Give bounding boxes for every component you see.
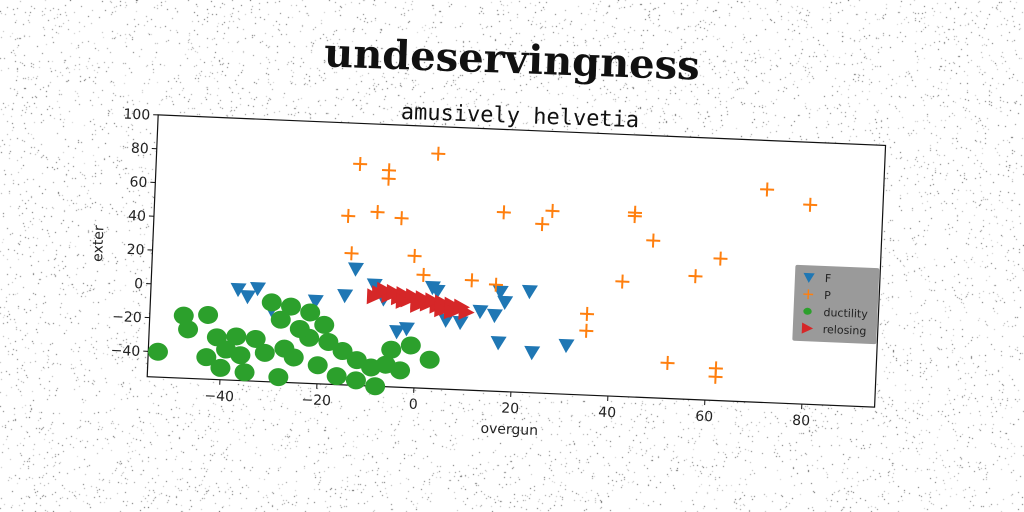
legend-label: P (824, 289, 832, 302)
y-axis-label: exter (90, 225, 108, 262)
y-tick-label: 0 (134, 276, 144, 292)
legend-label: F (825, 272, 832, 285)
axes-group: −40 −20 0 20 40 60 80 −40 −20 0 20 40 60 80 100 overgu… (83, 105, 885, 453)
y-tick-label: −20 (112, 309, 142, 326)
y-tick-label: 40 (128, 208, 146, 225)
plot-frame (147, 115, 885, 407)
x-axis-label: overgun (480, 421, 538, 439)
legend-label: ductility (823, 306, 868, 321)
y-tick-label: 60 (129, 174, 147, 191)
x-tick-label: 80 (792, 413, 810, 430)
y-tick-label: 100 (123, 106, 150, 123)
y-tick-label: −40 (110, 343, 140, 360)
x-tick-label: 0 (408, 397, 418, 413)
legend-label: relosing (823, 323, 867, 338)
x-tick-label: 20 (501, 401, 519, 418)
x-tick-label: 40 (598, 405, 616, 422)
x-tick-label: 60 (695, 409, 713, 426)
x-tick-label: −40 (204, 388, 234, 405)
x-tick-label: −20 (301, 392, 331, 409)
y-tick-label: 20 (126, 242, 144, 259)
y-tick-label: 80 (131, 141, 149, 158)
